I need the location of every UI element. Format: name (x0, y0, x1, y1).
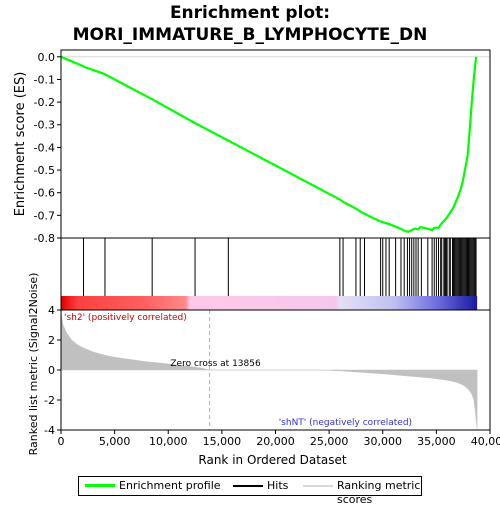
hits-panel (61, 238, 490, 310)
xtick-label: 40,000 (471, 435, 500, 448)
es-ytick-label: 0.0 (38, 51, 56, 64)
xtick-label: 30,000 (364, 435, 403, 448)
es-ytick-label: -0.2 (34, 96, 55, 109)
metric-ytick-label: 2 (48, 334, 55, 347)
metric-ylabel: Ranked list metric (Signal2Noise) (27, 273, 40, 456)
negative-correlation-label: 'shNT' (negatively correlated) (279, 418, 412, 428)
legend-label-hits: Hits (267, 479, 288, 493)
legend: Enrichment profile Hits Ranking metric s… (78, 476, 422, 496)
metric-ytick-label: 0 (48, 364, 55, 377)
es-ytick-label: -0.1 (34, 73, 55, 86)
legend-label-profile: Enrichment profile (119, 479, 221, 493)
es-ytick-label: -0.7 (34, 209, 55, 222)
xtick-label: 20,000 (256, 435, 295, 448)
legend-label-metric: Ranking metric scores (337, 479, 421, 507)
hits-area (61, 238, 490, 296)
es-panel: 0.0 -0.1 -0.2 -0.3 -0.4 -0.5 -0.6 -0.7 -0.8 Enric… (13, 50, 490, 245)
rank-color-bar (61, 296, 477, 310)
positive-correlation-label: 'sh2' (positively correlated) (64, 313, 187, 323)
xtick-label: 15,000 (203, 435, 242, 448)
xtick-label: 10,000 (149, 435, 188, 448)
es-plot-area (61, 50, 490, 238)
es-ytick-label: -0.6 (34, 187, 55, 200)
metric-ytick-label: -4 (44, 424, 55, 437)
zero-cross-label: Zero cross at 13856 (170, 359, 261, 369)
xtick-label: 25,000 (310, 435, 349, 448)
legend-swatch-hits (233, 485, 263, 487)
es-ytick-label: -0.3 (34, 119, 55, 132)
legend-swatch-profile (85, 484, 115, 487)
es-ylabel: Enrichment score (ES) (13, 72, 28, 217)
legend-swatch-metric (303, 485, 333, 487)
axes: 0 5,000 10,000 15,000 20,000 25,000 30,000 35,0… (58, 430, 500, 467)
es-ytick-label: -0.5 (34, 164, 55, 177)
metric-ytick-label: 4 (48, 304, 55, 317)
xtick-label: 35,000 (417, 435, 456, 448)
xlabel: Rank in Ordered Dataset (198, 453, 346, 467)
xtick-label: 5,000 (99, 435, 131, 448)
es-ytick-label: -0.4 (34, 141, 55, 154)
xtick-label: 0 (58, 435, 65, 448)
metric-ytick-label: -2 (44, 394, 55, 407)
es-ytick-label: -0.8 (34, 232, 55, 245)
